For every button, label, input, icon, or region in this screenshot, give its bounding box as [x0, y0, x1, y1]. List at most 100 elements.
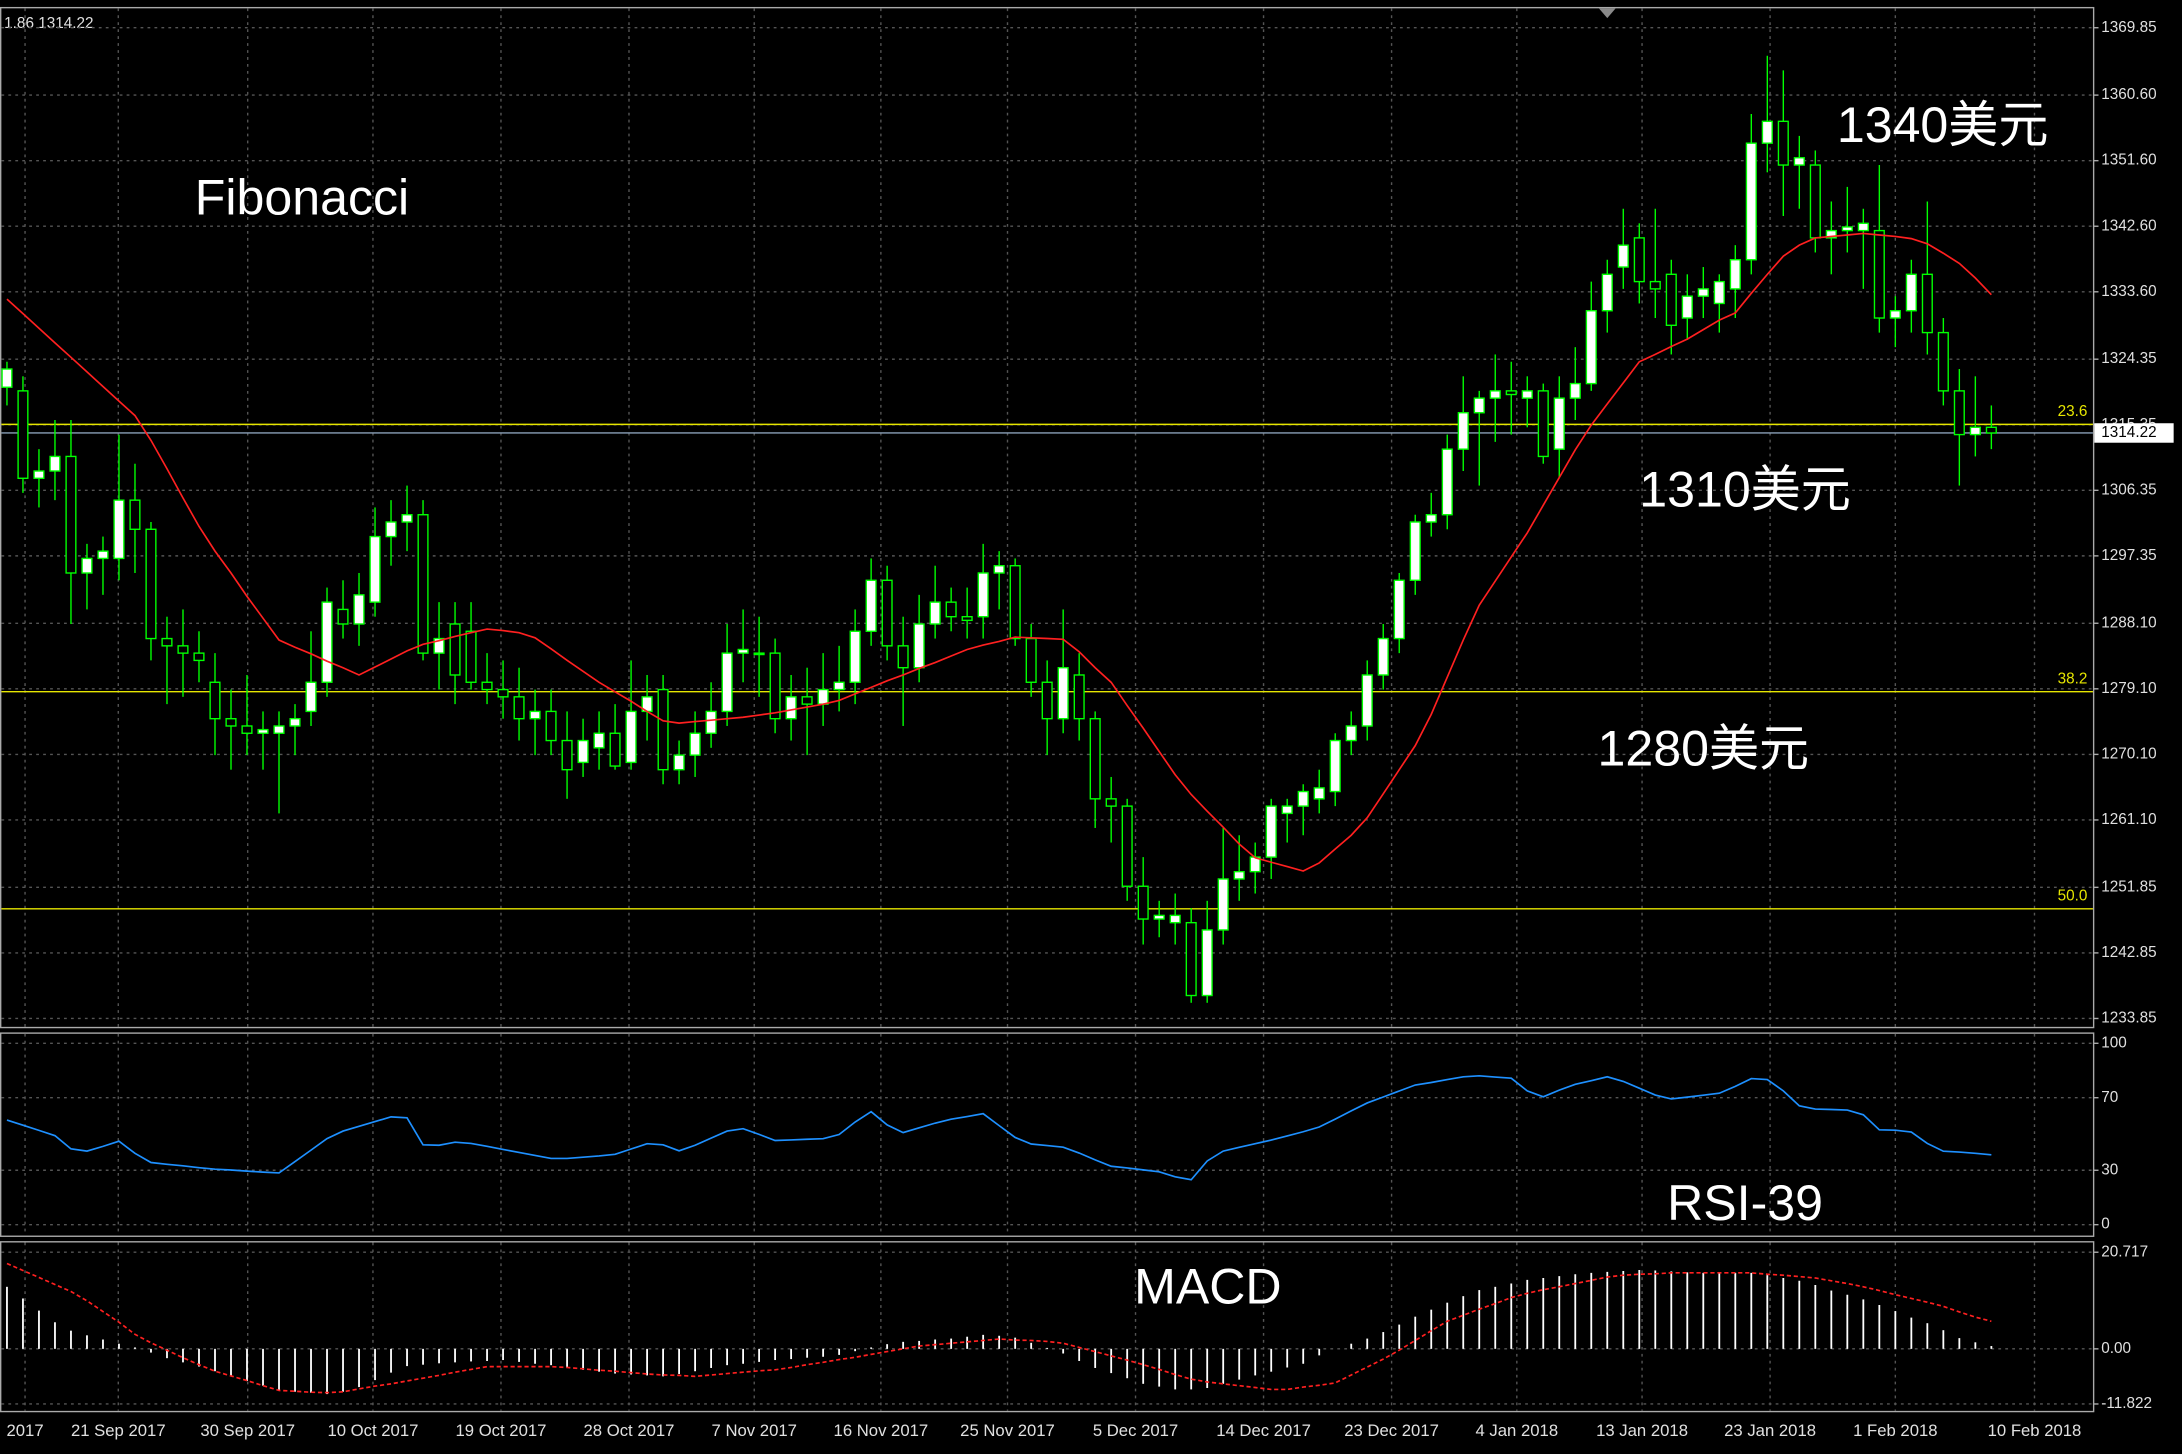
- candle-body: [145, 528, 157, 640]
- candle-body: [369, 535, 381, 603]
- candle-body: [1601, 273, 1613, 312]
- candle-body: [737, 648, 749, 654]
- candle-body: [1025, 637, 1037, 683]
- candle-body: [1329, 739, 1341, 793]
- rsi-panel-border: [0, 1032, 2095, 1237]
- candle-body: [993, 565, 1005, 574]
- candle-body: [1201, 929, 1213, 997]
- moving-average: [6, 232, 1992, 872]
- candle-body: [577, 739, 589, 764]
- candle-body: [1745, 142, 1757, 261]
- candle-body: [1985, 426, 1997, 434]
- x-tick-label: 25 Nov 2017: [960, 1421, 1055, 1440]
- candle-body: [305, 681, 317, 713]
- candle-body: [625, 710, 637, 764]
- candle-body: [657, 688, 669, 771]
- candle-body: [1297, 790, 1309, 807]
- candle-body: [257, 728, 269, 734]
- y-tick-label: 1306.35: [2101, 481, 2156, 498]
- candle-body: [161, 637, 173, 647]
- candle-body: [1473, 397, 1485, 414]
- x-tick-label: 14 Dec 2017: [1216, 1421, 1311, 1440]
- annotation: RSI-39: [1667, 1175, 1823, 1231]
- candle-body: [1361, 674, 1373, 727]
- y-tick-label: 0: [2101, 1216, 2110, 1233]
- candle-body: [1777, 120, 1789, 166]
- x-tick-label: 4 Jan 2018: [1476, 1421, 1559, 1440]
- candle-body: [593, 732, 605, 749]
- y-tick-label: 1242.85: [2101, 944, 2156, 961]
- y-tick-label: 20.717: [2101, 1243, 2148, 1260]
- x-tick-label: 7 Nov 2017: [712, 1421, 797, 1440]
- candle-body: [1937, 331, 1949, 392]
- candle-body: [1713, 280, 1725, 305]
- candle-body: [961, 616, 973, 622]
- candle-body: [1489, 390, 1501, 399]
- candle-body: [1825, 229, 1837, 239]
- main-panel-border: [0, 6, 2095, 1029]
- candle-body: [1441, 448, 1453, 516]
- candle-body: [65, 455, 77, 574]
- candle-body: [1041, 681, 1053, 720]
- annotation: 1310美元: [1639, 461, 1851, 517]
- y-tick-label: 1297.35: [2101, 547, 2156, 564]
- candle-body: [1889, 310, 1901, 319]
- x-tick-label: 21 Sep 2017: [71, 1421, 166, 1440]
- x-tick-label: 5 Dec 2017: [1093, 1421, 1178, 1440]
- x-tick-label: 16 Nov 2017: [834, 1421, 929, 1440]
- x-tick-label: 1 Feb 2018: [1853, 1421, 1937, 1440]
- y-tick-label: 1270.10: [2101, 745, 2156, 762]
- candle-body: [1089, 717, 1101, 800]
- candle-body: [897, 645, 909, 669]
- candle-body: [273, 725, 285, 734]
- candle-body: [1409, 521, 1421, 581]
- candle-body: [177, 645, 189, 654]
- candle-body: [1121, 805, 1133, 887]
- candle-body: [673, 754, 685, 771]
- candle-body: [241, 725, 253, 734]
- candle-body: [1217, 878, 1229, 931]
- current-price-box: [2094, 423, 2174, 443]
- candle-body: [289, 717, 301, 727]
- candle-body: [769, 652, 781, 720]
- x-tick-label: 13 Jan 2018: [1596, 1421, 1688, 1440]
- candle-body: [1857, 222, 1869, 232]
- candle-body: [1, 368, 13, 388]
- candle-body: [1537, 390, 1549, 458]
- candle-body: [1425, 514, 1437, 523]
- candle-body: [401, 514, 413, 523]
- y-tick-label: 0.00: [2101, 1340, 2131, 1357]
- annotation: 1280美元: [1598, 720, 1810, 776]
- candle-body: [513, 696, 525, 720]
- candle-body: [833, 681, 845, 691]
- candle-body: [193, 652, 205, 662]
- candle-body: [561, 739, 573, 771]
- candle-body: [49, 455, 61, 472]
- candle-body: [529, 710, 541, 720]
- candle-body: [321, 601, 333, 683]
- candle-body: [1393, 579, 1405, 640]
- candle-body: [785, 696, 797, 720]
- y-tick-label: 1279.10: [2101, 680, 2156, 697]
- x-tick-label: 10 Feb 2018: [1988, 1421, 2082, 1440]
- shift-marker: [1598, 8, 1616, 19]
- candle-body: [1505, 390, 1517, 396]
- candle-body: [1873, 229, 1885, 319]
- candle-body: [913, 623, 925, 669]
- candle-body: [1761, 120, 1773, 144]
- candle-body: [417, 514, 429, 654]
- candle-body: [1185, 921, 1197, 997]
- candle-body: [1345, 725, 1357, 742]
- y-tick-label: 1369.85: [2101, 19, 2156, 36]
- candle-body: [1841, 226, 1853, 232]
- candle-body: [1313, 787, 1325, 800]
- candle-body: [465, 630, 477, 683]
- candle-body: [1953, 390, 1965, 436]
- x-tick-label: 23 Jan 2018: [1724, 1421, 1816, 1440]
- candle-body: [209, 681, 221, 720]
- candle-body: [1585, 310, 1597, 385]
- candle-body: [1665, 273, 1677, 327]
- y-tick-label: 1324.35: [2101, 350, 2156, 367]
- candle-body: [1377, 637, 1389, 676]
